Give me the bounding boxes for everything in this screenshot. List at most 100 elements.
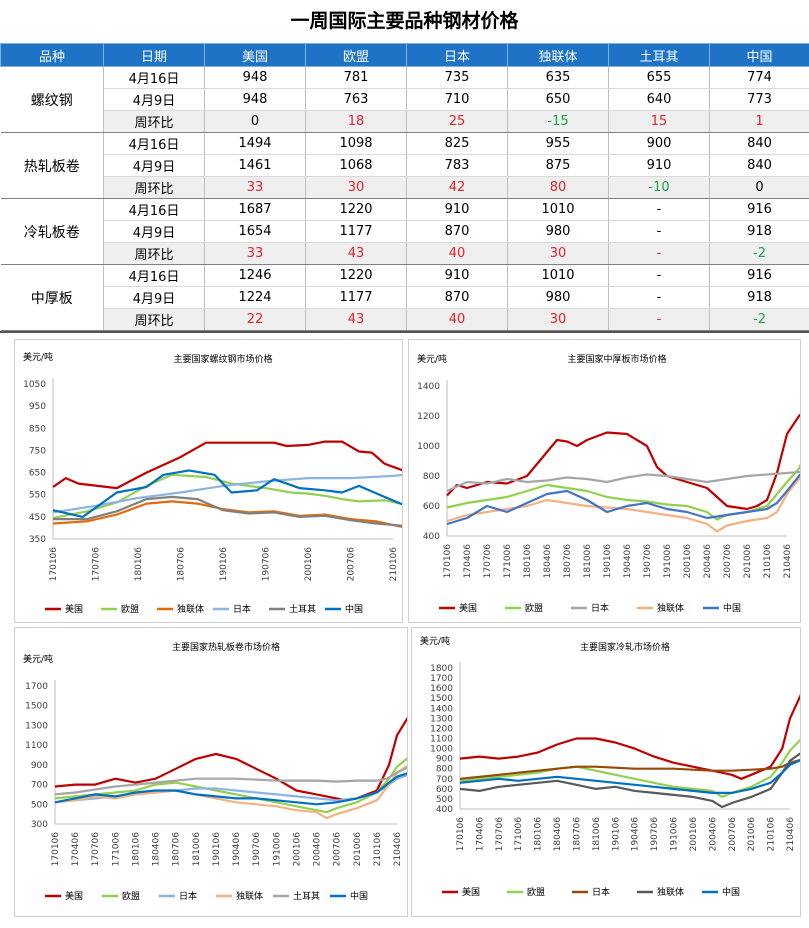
y-tick-label: 300	[31, 820, 48, 830]
x-tick-label: 171006	[111, 832, 121, 867]
header-china: 中国	[709, 43, 809, 67]
x-tick-label: 170106	[456, 817, 466, 852]
x-tick-label: 180706	[177, 547, 187, 582]
price-cell-china: 1	[709, 110, 809, 133]
price-cell-cis: 635	[507, 66, 609, 89]
y-tick-label: 1700	[430, 674, 453, 684]
price-cell-cis: 980	[507, 286, 609, 309]
series-line	[54, 716, 407, 802]
x-tick-label: 181006	[583, 544, 593, 579]
price-cell-turkey: 910	[608, 154, 710, 177]
legend-label: 独联体	[177, 603, 204, 615]
y-tick-label: 850	[29, 424, 46, 434]
series-line	[54, 766, 407, 796]
price-cell-japan: 40	[406, 308, 508, 331]
price-cell-cis: 80	[507, 176, 609, 199]
legend-label: 独联体	[236, 890, 263, 902]
price-cell-usa: 948	[204, 88, 306, 111]
x-tick-label: 180406	[553, 817, 563, 852]
x-tick-label: 190106	[611, 817, 621, 852]
price-cell-turkey: 655	[608, 66, 710, 89]
x-tick-label: 190706	[252, 832, 262, 867]
date-cell: 周环比	[103, 308, 205, 331]
chart-title: 主要国家热轧板卷市场价格	[172, 641, 280, 653]
date-cell: 4月9日	[103, 220, 205, 243]
legend-label: 欧盟	[527, 886, 545, 898]
price-cell-cis: 30	[507, 308, 609, 331]
price-cell-japan: 783	[406, 154, 508, 177]
header-turkey: 土耳其	[608, 43, 710, 67]
legend-label: 欧盟	[121, 603, 139, 615]
table-row: 4月9日 948 763 710 650 640 773	[1, 88, 809, 111]
price-cell-eu: 1220	[305, 198, 407, 221]
x-tick-label: 210106	[763, 544, 773, 579]
price-cell-china: -2	[709, 242, 809, 265]
y-tick-label: 400	[436, 805, 453, 815]
y-tick-label: 450	[29, 513, 46, 523]
x-tick-label: 180106	[534, 817, 544, 852]
y-tick-label: 650	[29, 469, 46, 479]
x-tick-label: 170706	[495, 817, 505, 852]
price-cell-china: 916	[709, 264, 809, 287]
x-tick-label: 190106	[603, 544, 613, 579]
price-cell-eu: 18	[305, 110, 407, 133]
table-row: 热轧板卷 4月16日 1494 1098 825 955 900 840	[0, 132, 809, 199]
table-row: 周环比 33 30 42 80 -10 0	[1, 176, 809, 199]
legend-label: 欧盟	[525, 602, 543, 614]
price-cell-usa: 1224	[204, 286, 306, 309]
table-row: 周环比 22 43 40 30- -2	[1, 308, 809, 331]
series-line	[52, 469, 402, 518]
price-cell-cis: 1010	[507, 264, 609, 287]
x-tick-label: 180406	[152, 832, 162, 867]
y-tick-label: 1500	[25, 702, 48, 712]
x-tick-label: 191006	[663, 544, 673, 579]
price-cell-eu: 1177	[305, 286, 407, 309]
y-tick-label: 700	[436, 775, 453, 785]
legend-label: 美国	[65, 890, 83, 902]
product-name-cell: 热轧板卷	[0, 132, 104, 199]
x-tick-label: 190706	[650, 817, 660, 852]
price-cell-eu: 781	[305, 66, 407, 89]
x-tick-label: 180706	[572, 817, 582, 852]
hrc-chart-panel: 主要国家热轧板卷市场价格 美元/吨 300 500 700 900 1100 1300 1500…	[14, 627, 408, 917]
y-tick-label: 1400	[430, 704, 453, 714]
table-header-row: 品种 日期 美国 欧盟 日本 独联体 土耳其 中国	[0, 43, 809, 67]
price-cell-japan: 870	[406, 286, 508, 309]
legend-label: 日本	[179, 890, 197, 902]
x-tick-label: 210406	[783, 544, 793, 579]
y-tick-label: 900	[436, 755, 453, 765]
price-cell-china: 918	[709, 220, 809, 243]
y-tick-label: 1300	[430, 714, 453, 724]
price-cell-cis: -15	[507, 110, 609, 133]
legend-label: 日本	[592, 886, 610, 898]
series-line	[53, 495, 402, 527]
date-cell: 周环比	[103, 242, 205, 265]
y-tick-label: 500	[31, 800, 48, 810]
table-row: 中厚板 4月16日 1246 1220 910 1010-916	[0, 264, 809, 331]
price-cell-turkey: -	[608, 308, 710, 331]
date-cell: 4月16日	[103, 264, 205, 287]
x-tick-label: 201006	[353, 832, 363, 867]
price-cell-usa: 1246	[204, 264, 306, 287]
price-cell-cis: 875	[507, 154, 609, 177]
table-row: 周环比 0 18 25 -15 15 1	[1, 110, 809, 133]
x-tick-label: 200706	[728, 817, 738, 852]
y-tick-label: 1300	[25, 721, 48, 731]
price-cell-japan: 42	[406, 176, 508, 199]
plate-price-chart: 主要国家中厚板市场价格 美元/吨 400 600 800 1000 1200 1400 1701…	[417, 353, 800, 614]
y-tick-label: 900	[31, 761, 48, 771]
price-cell-cis: 650	[507, 88, 609, 111]
x-tick-label: 170106	[51, 832, 61, 867]
price-cell-japan: 825	[406, 132, 508, 155]
series-line	[446, 473, 800, 526]
x-tick-label: 200406	[313, 832, 323, 867]
table-row: 4月9日 1461 1068 783 875 910 840	[1, 154, 809, 177]
y-tick-label: 1100	[25, 741, 48, 751]
y-tick-label: 1100	[430, 735, 453, 745]
legend-label: 中国	[723, 602, 741, 614]
x-tick-label: 180106	[523, 544, 533, 579]
product-name-cell: 螺纹钢	[0, 66, 104, 133]
legend-label: 中国	[350, 890, 368, 902]
price-cell-china: 916	[709, 198, 809, 221]
